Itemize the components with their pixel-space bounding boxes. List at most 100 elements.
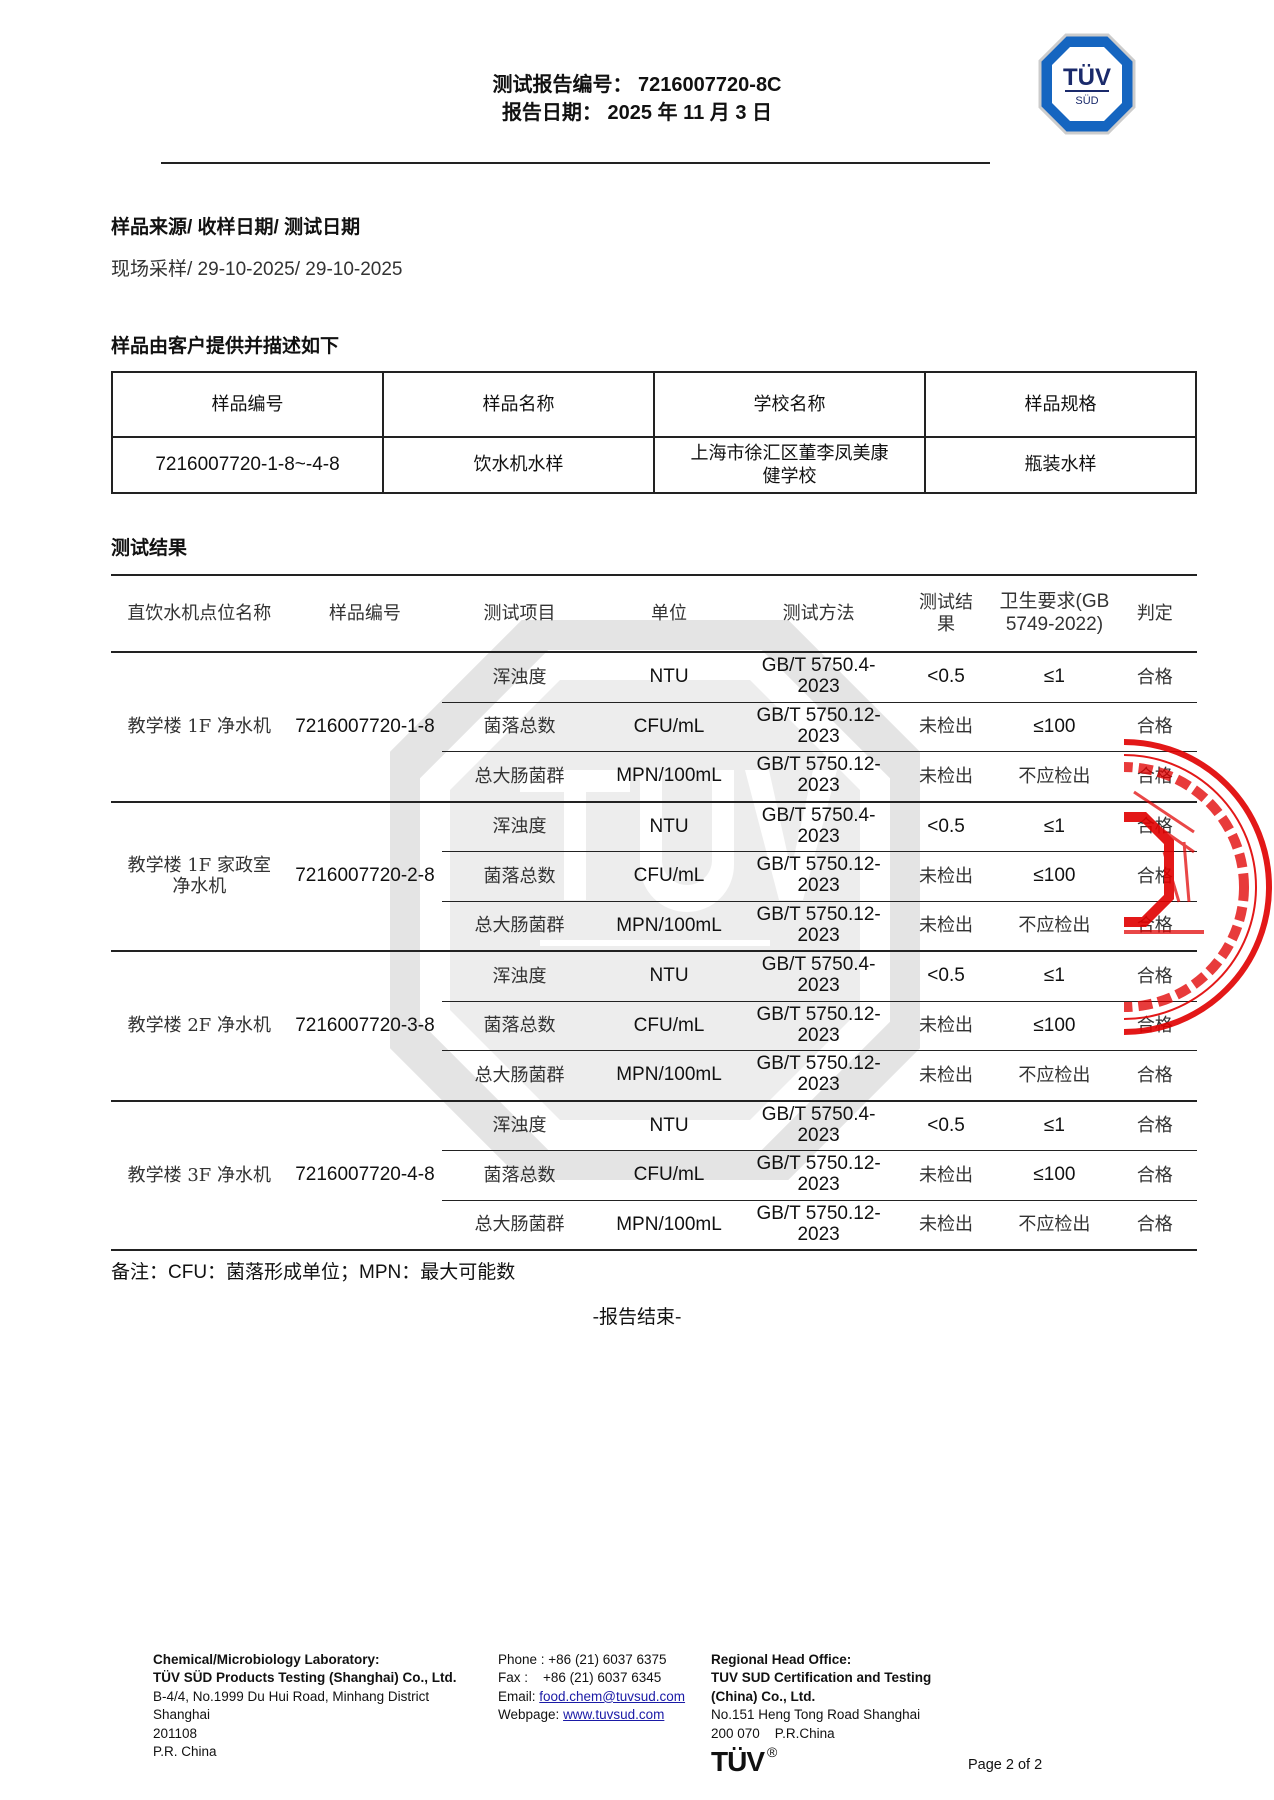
lab-name: TÜV SÜD Products Testing (Shanghai) Co.,… (153, 1670, 457, 1686)
cell-verdict: 合格 (1112, 652, 1197, 703)
table-row: 菌落总数 CFU/mL GB/T 5750.12-2023 未检出 ≤100 合格 (111, 1150, 1197, 1201)
report-end: -报告结束- (592, 1306, 682, 1328)
header-requirement: 卫生要求(GB 5749-2022) (996, 574, 1113, 653)
cell-test-item: 总大肠菌群 (442, 1200, 597, 1251)
cell-school-name: 上海市徐汇区董李凤美康健学校 (653, 436, 926, 494)
cell-test-item: 总大肠菌群 (442, 751, 597, 803)
cell-sample-no: 7216007720-1-8~-4-8 (111, 436, 384, 494)
cell-unit: CFU/mL (596, 702, 742, 752)
footer-contact: Phone : +86 (21) 6037 6375 Fax : +86 (21… (498, 1651, 685, 1725)
report-date-line: 报告日期： 2025 年 11 月 3 日 (0, 96, 1274, 125)
cell-requirement: ≤100 (996, 1001, 1113, 1051)
table-row: 总大肠菌群 MPN/100mL GB/T 5750.12-2023 未检出 不应检出 合格 (111, 901, 1197, 952)
cell-method: GB/T 5750.12-2023 (741, 901, 896, 952)
cell-result: 未检出 (895, 751, 997, 803)
cell-result: 未检出 (895, 1001, 997, 1051)
cell-result: <0.5 (895, 1100, 997, 1151)
logo-text-tuv: TÜV (1063, 64, 1111, 91)
footer-lab: Chemical/Microbiology Laboratory: TÜV SÜ… (153, 1651, 457, 1761)
cell-requirement: ≤1 (996, 1100, 1113, 1151)
logo-text-sud: SÜD (1075, 95, 1098, 107)
table-row: 教学楼 2F 净水机 7216007720-3-8 浑浊度 NTU GB/T 5750.… (111, 951, 1197, 1102)
cell-method: GB/T 5750.12-2023 (741, 751, 896, 803)
cell-requirement: 不应检出 (996, 1200, 1113, 1251)
phone: Phone : +86 (21) 6037 6375 (498, 1652, 667, 1667)
sample-description-table: 样品编号 样品名称 学校名称 样品规格 7216007720-1-8~-4-8 … (111, 371, 1197, 494)
report-number: 7216007720-8C (638, 74, 782, 96)
cell-test-item: 总大肠菌群 (442, 1050, 597, 1102)
lab-title: Chemical/Microbiology Laboratory: (153, 1652, 380, 1667)
sample-desc-title: 样品由客户提供并描述如下 (111, 336, 340, 357)
cell-result: 未检出 (895, 1150, 997, 1201)
header-sample-no: 样品编号 (111, 371, 384, 438)
cell-test-item: 浑浊度 (442, 951, 597, 1002)
lab-country: P.R. China (153, 1744, 217, 1760)
table-row: 教学楼 1F 家政室净水机 7216007720-2-8 浑浊度 NTU GB/T 57… (111, 801, 1197, 952)
table-row: 7216007720-1-8~-4-8 饮水机水样 上海市徐汇区董李凤美康健学校… (111, 436, 1197, 494)
table-row: 教学楼 1F 净水机 7216007720-1-8 浑浊度 NTU GB/T 5750.… (111, 652, 1197, 803)
table-row: 教学楼 3F 净水机 7216007720-4-8 浑浊度 NTU GB/T 5750.… (111, 1100, 1197, 1251)
cell-test-item: 浑浊度 (442, 801, 597, 852)
header-verdict: 判定 (1112, 574, 1197, 653)
table-row: 菌落总数 CFU/mL GB/T 5750.12-2023 未检出 ≤100 合格 (111, 1001, 1197, 1051)
head-office-name: TUV SUD Certification and Testing (711, 1670, 932, 1686)
header-location: 直饮水机点位名称 (111, 574, 288, 653)
test-results-table: 直饮水机点位名称 样品编号 测试项目 单位 测试方法 测试结果 卫生要求(GB … (111, 574, 1197, 1251)
cell-sample-no: 7216007720-4-8 (287, 1100, 443, 1251)
cell-result: <0.5 (895, 951, 997, 1002)
cell-result: 未检出 (895, 851, 997, 902)
website-link[interactable]: www.tuvsud.com (563, 1707, 665, 1723)
email-link[interactable]: food.chem@tuvsud.com (539, 1688, 686, 1704)
cell-method: GB/T 5750.12-2023 (741, 702, 896, 752)
cell-verdict: 合格 (1112, 851, 1197, 902)
cell-unit: CFU/mL (596, 851, 742, 902)
header-sample-name: 样品名称 (382, 371, 655, 438)
cell-unit: NTU (596, 951, 742, 1002)
cell-verdict: 合格 (1112, 1150, 1197, 1201)
cell-unit: NTU (596, 1100, 742, 1151)
cell-test-item: 浑浊度 (442, 1100, 597, 1151)
email-label: Email: (498, 1688, 540, 1704)
cell-requirement: 不应检出 (996, 751, 1113, 803)
cell-test-item: 菌落总数 (442, 1150, 597, 1201)
report-date: 2025 年 11 月 3 日 (607, 102, 773, 124)
registered-mark: ® (767, 1744, 778, 1761)
table-header-row: 样品编号 样品名称 学校名称 样品规格 (111, 371, 1197, 438)
cell-requirement: ≤100 (996, 702, 1113, 752)
cell-method: GB/T 5750.12-2023 (741, 1050, 896, 1102)
cell-location: 教学楼 3F 净水机 (111, 1100, 288, 1251)
cell-unit: MPN/100mL (596, 901, 742, 952)
cell-requirement: 不应检出 (996, 1050, 1113, 1102)
cell-sample-no: 7216007720-3-8 (287, 951, 443, 1102)
cell-method: GB/T 5750.4-2023 (741, 652, 896, 703)
cell-requirement: 不应检出 (996, 901, 1113, 952)
head-office-title: Regional Head Office: (711, 1652, 852, 1667)
cell-verdict: 合格 (1112, 1050, 1197, 1102)
web-label: Webpage: (498, 1707, 564, 1723)
cell-requirement: ≤1 (996, 801, 1113, 852)
report-number-label: 测试报告编号： (492, 74, 633, 96)
header-sample-spec: 样品规格 (924, 371, 1197, 438)
header-school-name: 学校名称 (653, 371, 926, 438)
cell-unit: NTU (596, 652, 742, 703)
cell-requirement: ≤100 (996, 1150, 1113, 1201)
cell-test-item: 总大肠菌群 (442, 901, 597, 952)
head-office-name-2: (China) Co., Ltd. (711, 1688, 816, 1704)
cell-requirement: ≤1 (996, 951, 1113, 1002)
cell-test-item: 菌落总数 (442, 1001, 597, 1051)
header-sample-no: 样品编号 (287, 574, 443, 653)
cell-method: GB/T 5750.12-2023 (741, 1150, 896, 1201)
table-row: 总大肠菌群 MPN/100mL GB/T 5750.12-2023 未检出 不应检出 合格 (111, 1050, 1197, 1102)
company-seal-stamp (1124, 739, 1272, 1035)
header-result: 测试结果 (895, 574, 997, 653)
cell-sample-no: 7216007720-1-8 (287, 652, 443, 803)
lab-address: B-4/4, No.1999 Du Hui Road, Minhang Dist… (153, 1688, 430, 1704)
results-title: 测试结果 (111, 538, 188, 559)
header-method: 测试方法 (741, 574, 896, 653)
table-row: 菌落总数 CFU/mL GB/T 5750.12-2023 未检出 ≤100 合格 (111, 851, 1197, 902)
report-number-line: 测试报告编号： 7216007720-8C (0, 68, 1274, 97)
sample-info-title: 样品来源/ 收样日期/ 测试日期 (111, 217, 361, 238)
cell-method: GB/T 5750.4-2023 (741, 951, 896, 1002)
page-number: Page 2 of 2 (968, 1757, 1043, 1773)
cell-location: 教学楼 2F 净水机 (111, 951, 288, 1102)
